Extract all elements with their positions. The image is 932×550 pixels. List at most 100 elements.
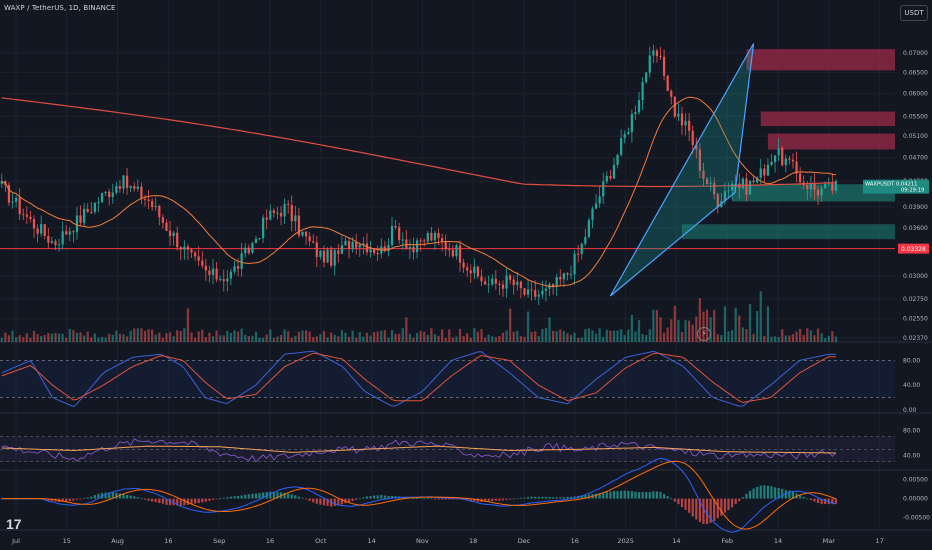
candle-body: [820, 188, 823, 196]
volume-bar: [734, 307, 737, 342]
candle-body: [7, 184, 11, 203]
macd-histogram-bar: [204, 498, 207, 502]
candle-body: [229, 271, 233, 279]
volume-bar: [741, 327, 744, 342]
macd-histogram-bar: [133, 496, 136, 499]
macd-histogram-bar: [548, 496, 551, 499]
volume-bar: [122, 334, 125, 342]
macd-histogram-bar: [358, 498, 361, 500]
volume-bar: [423, 331, 426, 342]
volume-bar: [620, 329, 623, 342]
macd-histogram-bar: [813, 498, 816, 502]
candle-body: [777, 148, 780, 156]
price-tick-label: 0.02550: [903, 316, 928, 323]
volume-bar: [383, 330, 386, 342]
volume-bar: [705, 309, 709, 342]
volume-bar: [254, 331, 258, 342]
macd-histogram-bar: [555, 497, 558, 499]
macd-histogram-bar: [61, 498, 64, 502]
volume-bar: [552, 330, 555, 342]
stoch-tick-label: 80.00: [903, 357, 920, 364]
candle-body: [129, 186, 132, 188]
volume-bar: [186, 308, 190, 342]
volume-bar: [36, 334, 39, 342]
volume-bar: [745, 329, 748, 342]
volume-bar: [29, 337, 32, 342]
lightning-icon[interactable]: ⚡: [697, 327, 711, 341]
candle-body: [512, 279, 515, 286]
macd-histogram-bar: [802, 496, 805, 499]
candle-body: [190, 249, 193, 253]
candle-body: [383, 246, 386, 252]
price-tick-label: 0.03600: [903, 225, 928, 232]
candle-body: [494, 278, 497, 284]
volume-bar: [308, 331, 311, 342]
macd-histogram-bar: [72, 498, 75, 501]
volume-bar: [713, 309, 716, 342]
macd-histogram-bar: [423, 498, 426, 500]
macd-histogram-bar: [630, 491, 633, 499]
macd-histogram-bar: [287, 493, 290, 499]
time-tick-label: 2025: [617, 537, 634, 545]
volume-bar: [190, 332, 193, 342]
candle-body: [501, 284, 505, 289]
volume-bar: [516, 330, 519, 342]
candle-body: [233, 266, 236, 272]
macd-histogram-bar: [172, 498, 175, 506]
volume-bar: [376, 331, 379, 342]
volume-bar: [65, 337, 68, 342]
volume-bar: [415, 333, 419, 342]
macd-histogram-bar: [616, 491, 619, 499]
macd-histogram-bar: [494, 498, 497, 501]
candle-body: [430, 232, 433, 241]
candle-body: [652, 50, 655, 56]
volume-bar: [75, 332, 79, 342]
candle-body: [476, 266, 480, 277]
volume-bar: [773, 336, 777, 342]
volume-bar: [240, 328, 243, 342]
currency-badge[interactable]: USDT: [900, 5, 928, 21]
volume-bar: [616, 330, 619, 342]
volume-bar: [398, 333, 401, 342]
macd-histogram-bar: [552, 497, 555, 499]
time-tick-label: Feb: [721, 537, 733, 545]
candle-body: [702, 170, 705, 179]
macd-histogram-bar: [362, 497, 365, 499]
macd-histogram-bar: [709, 498, 712, 523]
candle-body: [731, 183, 734, 191]
macd-histogram-bar: [315, 498, 318, 504]
macd-histogram-bar: [652, 491, 655, 499]
volume-bar: [344, 332, 347, 342]
candle-body: [505, 275, 508, 289]
volume-bar: [652, 309, 655, 342]
macd-histogram-bar: [351, 498, 354, 502]
candle-body: [136, 186, 139, 189]
candle-body: [50, 241, 54, 243]
last-price-timer: 09:29:19: [901, 188, 924, 194]
candle-body: [208, 270, 211, 276]
candle-body: [90, 211, 93, 213]
macd-histogram-bar: [788, 490, 791, 499]
rsi-ma-line: [1, 445, 836, 454]
candle-body: [240, 253, 243, 269]
volume-bar: [0, 337, 3, 342]
macd-histogram-bar: [806, 498, 809, 500]
volume-bar: [723, 306, 727, 342]
macd-histogram-bar: [487, 498, 490, 502]
macd-histogram-bar: [809, 498, 812, 501]
candle-body: [125, 175, 129, 188]
rsi-tick-label: 40.00: [903, 453, 920, 460]
volume-bar: [827, 335, 830, 342]
volume-bar: [541, 328, 544, 342]
candle-body: [65, 231, 68, 235]
candle-body: [441, 238, 444, 242]
candle-body: [104, 191, 107, 194]
macd-histogram-bar: [648, 491, 651, 499]
macd-histogram-bar: [355, 498, 358, 500]
macd-histogram-bar: [594, 493, 598, 499]
candle-body: [766, 164, 770, 176]
macd-histogram-bar: [448, 498, 451, 500]
volume-bar: [179, 331, 182, 342]
volume-bar: [680, 332, 684, 342]
